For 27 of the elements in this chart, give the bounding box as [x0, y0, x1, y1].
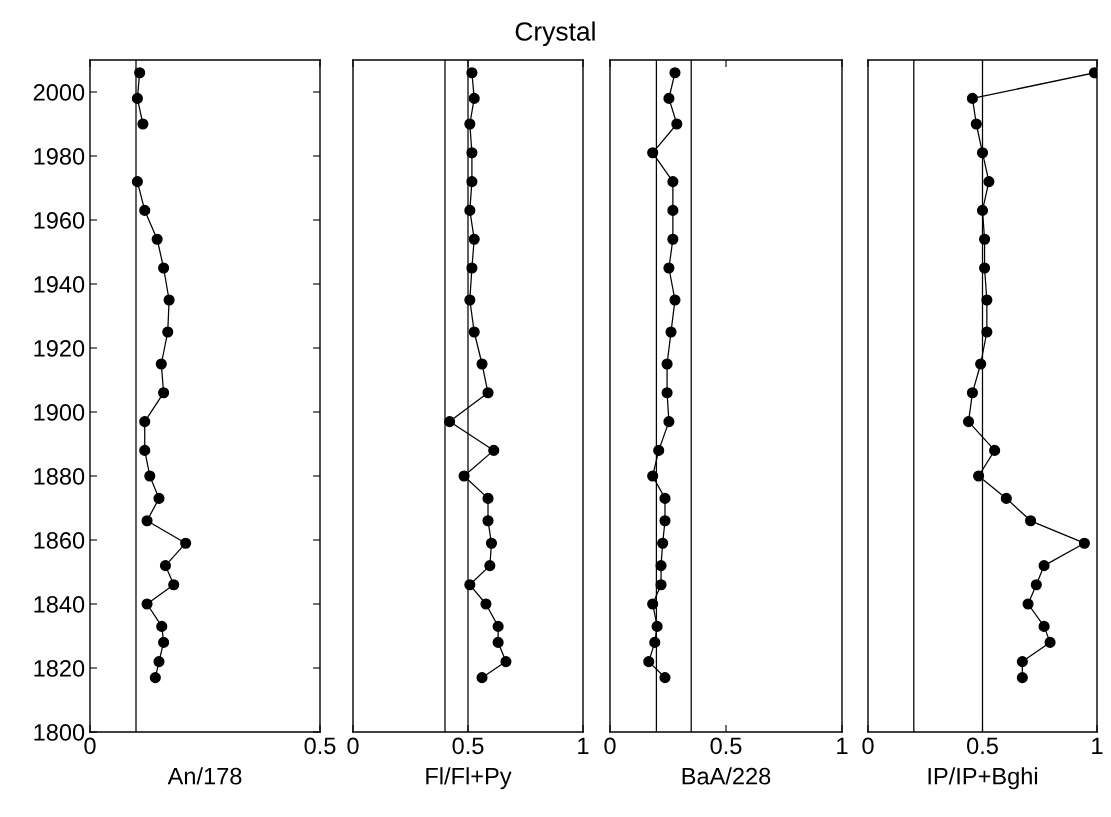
- x-tick-label: 0.5: [710, 737, 742, 755]
- y-tick-label: 1880: [34, 468, 85, 485]
- x-tick-label: 1: [1092, 737, 1103, 754]
- y-tick-label: 1980: [34, 148, 85, 165]
- chart-title: Crystal: [515, 21, 595, 47]
- y-tick-label: 1920: [34, 340, 85, 357]
- x-axis-title: IP/IP+Bghi: [928, 767, 1038, 790]
- y-tick-label: 1940: [34, 276, 85, 293]
- y-tick-label: 1960: [34, 212, 85, 229]
- x-tick-label: 1: [578, 737, 589, 754]
- y-tick-label: 1800: [34, 724, 85, 741]
- x-tick-label: 0.5: [452, 737, 484, 755]
- y-tick-label: 1840: [34, 596, 85, 613]
- y-tick-label: 2000: [33, 84, 85, 101]
- x-axis-title: Fl/Fl+Py: [426, 767, 512, 790]
- x-tick-label: 0.5: [967, 737, 998, 755]
- y-tick-label: 1900: [34, 404, 85, 421]
- y-tick-label: 1860: [34, 532, 85, 549]
- x-axis-title: BaA/228: [682, 767, 771, 785]
- x-tick-label: 0: [604, 737, 616, 755]
- x-axis-title: An/178: [167, 767, 242, 785]
- x-tick-label: 1: [837, 737, 848, 754]
- x-tick-label: 0: [84, 737, 96, 755]
- x-tick-label: 0.5: [304, 737, 336, 755]
- x-tick-label: 0: [347, 737, 359, 755]
- y-tick-label: 1820: [34, 660, 85, 677]
- x-tick-label: 0: [862, 737, 874, 755]
